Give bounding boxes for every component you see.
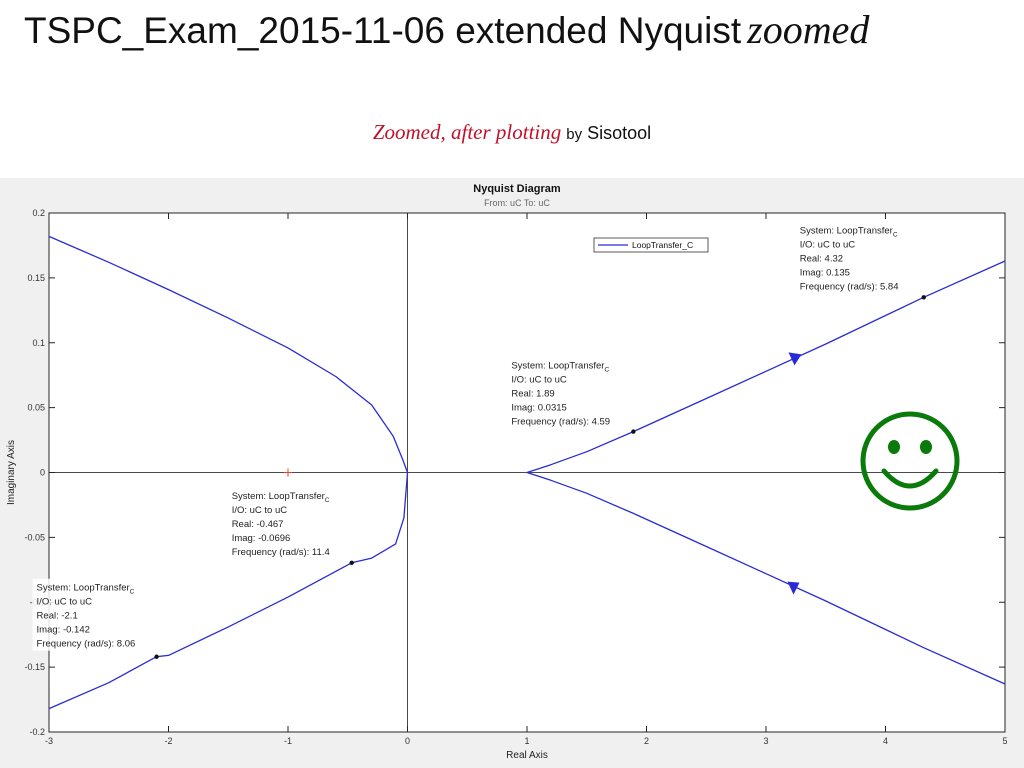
datatip-marker: [349, 560, 354, 566]
x-axis-label: Real Axis: [506, 750, 548, 761]
slide-subtitle: Zoomed, after plotting by Sisotool: [0, 120, 1024, 145]
legend-label: LoopTransfer_C: [632, 240, 693, 250]
y-axis-label: Imaginary Axis: [6, 440, 17, 505]
nyquist-curve: [48, 235, 409, 473]
x-tick-label: 5: [1002, 736, 1007, 746]
direction-arrow: [787, 581, 800, 595]
smiley-left-eye: [888, 440, 900, 454]
smiley-right-eye: [920, 440, 932, 454]
datatip-box: [227, 486, 352, 559]
datatip-marker: [921, 295, 926, 300]
x-tick-label: 0: [405, 736, 410, 746]
datatip-subscript: C: [604, 367, 609, 374]
smiley-outline: [860, 411, 960, 511]
datatip-line: Imag: -0.0696: [232, 533, 291, 544]
datatip-line: Real: -0.467: [232, 519, 284, 530]
title-main: TSPC_Exam_2015-11-06 extended Nyquist: [24, 10, 742, 51]
datatip-marker: [631, 429, 636, 434]
datatip-system: System: LoopTransferC: [800, 225, 898, 238]
y-tick-label: -0.2: [29, 727, 45, 737]
datatip-subscript: C: [130, 589, 135, 596]
y-tick-label: 0.15: [27, 273, 45, 283]
datatip-line: Imag: 0.0315: [511, 403, 566, 414]
x-tick-label: -2: [164, 736, 172, 746]
subtitle-italic: Zoomed, after plotting: [372, 120, 562, 144]
datatip-subscript: C: [325, 497, 330, 504]
x-tick-label: 1: [524, 736, 529, 746]
datatip-line: Frequency (rad/s): 11.4: [232, 547, 330, 558]
datatip-line: I/O: uC to uC: [800, 239, 856, 250]
datatip-line: Frequency (rad/s): 8.06: [37, 639, 136, 650]
datatip-line: Real: 4.32: [800, 253, 843, 264]
datatip-line: Imag: -0.142: [37, 625, 90, 636]
nyquist-curve: [48, 472, 409, 710]
datatip-line: I/O: uC to uC: [511, 375, 567, 386]
y-tick-label: -0.15: [24, 662, 45, 672]
y-tick-label: 0.1: [32, 338, 45, 348]
datatip-system: System: LoopTransferC: [37, 583, 135, 596]
y-tick-label: 0: [40, 468, 45, 478]
nyquist-plot: -3-2-1012345-0.2-0.15-0.1-0.0500.050.10.…: [6, 183, 1008, 761]
datatip-system: System: LoopTransferC: [232, 491, 330, 504]
slide-title: TSPC_Exam_2015-11-06 extended Nyquist zoo…: [24, 6, 869, 53]
nyquist-curve: [526, 471, 1006, 685]
y-tick-label: -0.05: [24, 532, 45, 542]
datatip-line: Frequency (rad/s): 5.84: [800, 281, 899, 292]
datatip-line: Real: 1.89: [511, 389, 554, 400]
smiley-face-icon: [860, 411, 960, 511]
datatip-box: [795, 221, 920, 294]
y-tick-label: 0.2: [32, 208, 45, 218]
nyquist-curve: [526, 260, 1006, 474]
datatip-subscript: C: [893, 231, 898, 238]
x-tick-label: -3: [45, 736, 53, 746]
datatip-box: [32, 578, 157, 651]
chart-subtitle: From: uC To: uC: [484, 198, 550, 208]
direction-arrow: [788, 352, 802, 366]
x-tick-label: 3: [763, 736, 768, 746]
chart-title: Nyquist Diagram: [473, 183, 561, 195]
x-tick-label: 2: [644, 736, 649, 746]
datatip-line: Real: -2.1: [37, 611, 78, 622]
legend-box: [593, 237, 709, 253]
subtitle-by: by: [566, 126, 583, 143]
subtitle-tool: Sisotool: [587, 123, 652, 143]
smiley-mouth: [881, 468, 939, 489]
datatip-line: I/O: uC to uC: [37, 597, 93, 608]
x-tick-label: 4: [883, 736, 888, 746]
y-tick-label: 0.05: [27, 403, 45, 413]
nyquist-figure: -3-2-1012345-0.2-0.15-0.1-0.0500.050.10.…: [0, 178, 1024, 768]
datatip-line: Frequency (rad/s): 4.59: [511, 417, 610, 428]
datatip-marker: [154, 654, 159, 659]
datatip-line: I/O: uC to uC: [232, 505, 288, 516]
title-italic: zoomed: [747, 7, 870, 52]
datatip-system: System: LoopTransferC: [511, 361, 609, 374]
datatip-line: Imag: 0.135: [800, 267, 850, 278]
x-tick-label: -1: [284, 736, 292, 746]
datatip-box: [507, 356, 632, 429]
